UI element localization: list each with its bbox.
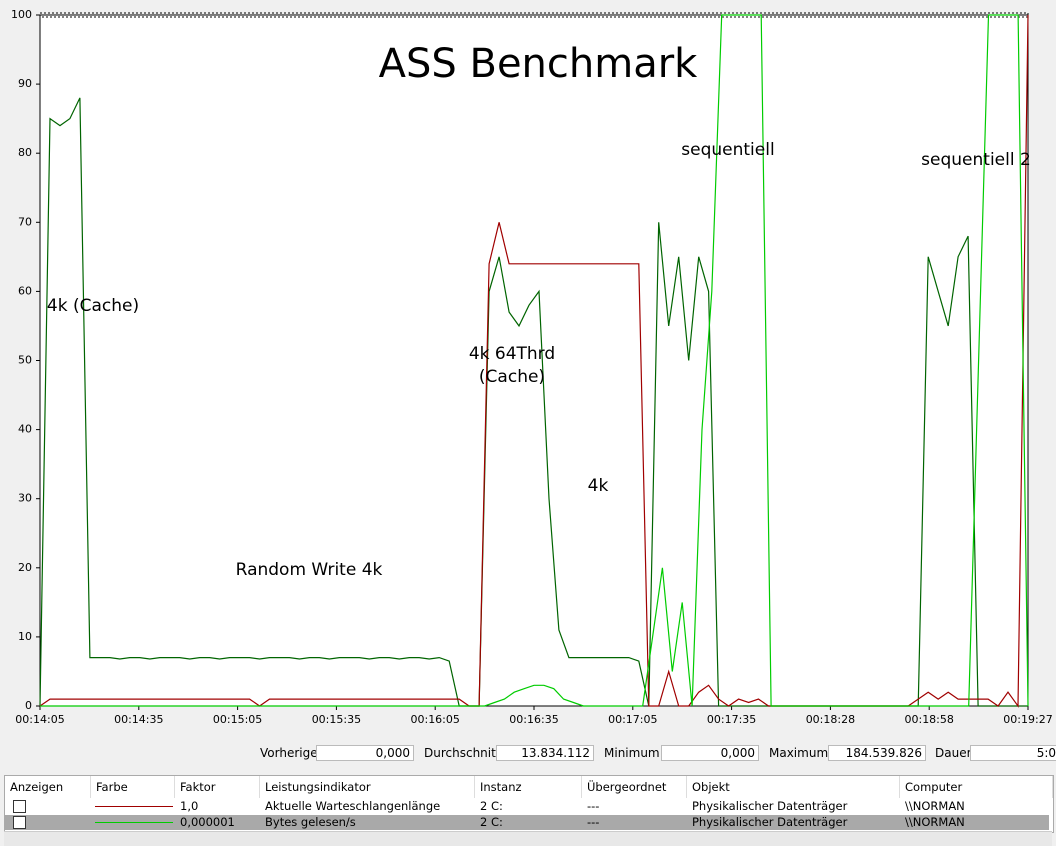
x-tick-label: 00:18:28 [806, 713, 855, 726]
color-swatch [95, 806, 173, 807]
counter-row[interactable]: 0,000001 Bytes gelesen/s 2 C: --- Physikalis… [5, 815, 1049, 830]
stat-value: 5:0 [970, 745, 1056, 761]
stat-label: Minimum [604, 746, 660, 760]
annotation: 4k (Cache) [47, 296, 139, 316]
stat-label: Dauer [935, 746, 972, 760]
counter-name: Bytes gelesen/s [265, 815, 356, 829]
y-tick-label: 60 [18, 284, 32, 297]
stat-value: 0,000 [661, 745, 759, 761]
show-checkbox[interactable] [13, 816, 26, 829]
plot-area [39, 14, 1029, 707]
annotation: sequentiell 2 [921, 150, 1031, 170]
counter-name: Aktuelle Warteschlangenlänge [265, 799, 441, 813]
stat-label: Durchschnitt [424, 746, 501, 760]
stat-value: 13.834.112 [496, 745, 594, 761]
column-header: Farbe [91, 776, 175, 798]
x-tick-label: 00:16:05 [410, 713, 459, 726]
counter-row[interactable]: 1,0 Aktuelle Warteschlangenlänge 2 C: --- Ph… [5, 799, 1049, 814]
computer: \\NORMAN [905, 799, 965, 813]
object: Physikalischer Datenträger [692, 815, 848, 829]
counter-table: Anzeigen Farbe Faktor Leistungsindikator Ins… [4, 775, 1054, 833]
y-tick-label: 30 [18, 492, 32, 505]
y-tick-label: 20 [18, 561, 32, 574]
column-header: Anzeigen [5, 776, 91, 798]
stats-bar: Vorherige 0,000 Durchschnitt 13.834.112 Mini… [0, 742, 1056, 768]
instance: 2 C: [480, 799, 503, 813]
parent: --- [587, 799, 600, 813]
series-line [40, 14, 1029, 707]
stat-value: 0,000 [316, 745, 414, 761]
x-tick-label: 00:17:35 [707, 713, 756, 726]
column-header: Objekt [687, 776, 900, 798]
chart: ASS Benchmark 0 10 20 30 40 50 60 70 80 90 100 00:1… [11, 8, 1053, 726]
factor: 1,0 [180, 799, 199, 813]
annotation: 4k [588, 476, 609, 496]
computer: \\NORMAN [905, 815, 965, 829]
x-tick-label: 00:15:35 [312, 713, 361, 726]
stat-value: 184.539.826 [828, 745, 926, 761]
y-tick-label: 70 [18, 215, 32, 228]
annotation: Random Write 4k [236, 560, 383, 580]
column-header: Übergeordnet [582, 776, 687, 798]
instance: 2 C: [480, 815, 503, 829]
chart-title: ASS Benchmark [379, 41, 699, 87]
annotation: (Cache) [479, 367, 545, 387]
x-tick-label: 00:15:05 [213, 713, 262, 726]
y-tick-label: 10 [18, 630, 32, 643]
x-tick-label: 00:17:05 [608, 713, 657, 726]
column-header: Computer [900, 776, 1053, 798]
column-header: Leistungsindikator [260, 776, 475, 798]
y-tick-label: 100 [11, 8, 32, 21]
column-header: Instanz [475, 776, 582, 798]
parent: --- [587, 815, 600, 829]
object: Physikalischer Datenträger [692, 799, 848, 813]
column-header: Faktor [175, 776, 260, 798]
color-swatch [95, 822, 173, 823]
annotation: sequentiell [681, 140, 774, 160]
show-checkbox[interactable] [13, 800, 26, 813]
factor: 0,000001 [180, 815, 235, 829]
y-tick-label: 80 [18, 146, 32, 159]
y-tick-label: 0 [25, 699, 32, 712]
y-tick-label: 50 [18, 354, 32, 367]
x-tick-label: 00:18:58 [904, 713, 953, 726]
x-tick-label: 00:19:27 [1003, 713, 1052, 726]
x-tick-label: 00:14:05 [15, 713, 64, 726]
annotation: 4k 64Thrd [469, 344, 555, 364]
y-tick-label: 90 [18, 77, 32, 90]
x-tick-label: 00:16:35 [509, 713, 558, 726]
x-tick-label: 00:14:35 [114, 713, 163, 726]
stat-label: Vorherige [260, 746, 318, 760]
scrollbar[interactable] [4, 831, 1052, 846]
y-tick-label: 40 [18, 423, 32, 436]
stat-label: Maximum [769, 746, 829, 760]
